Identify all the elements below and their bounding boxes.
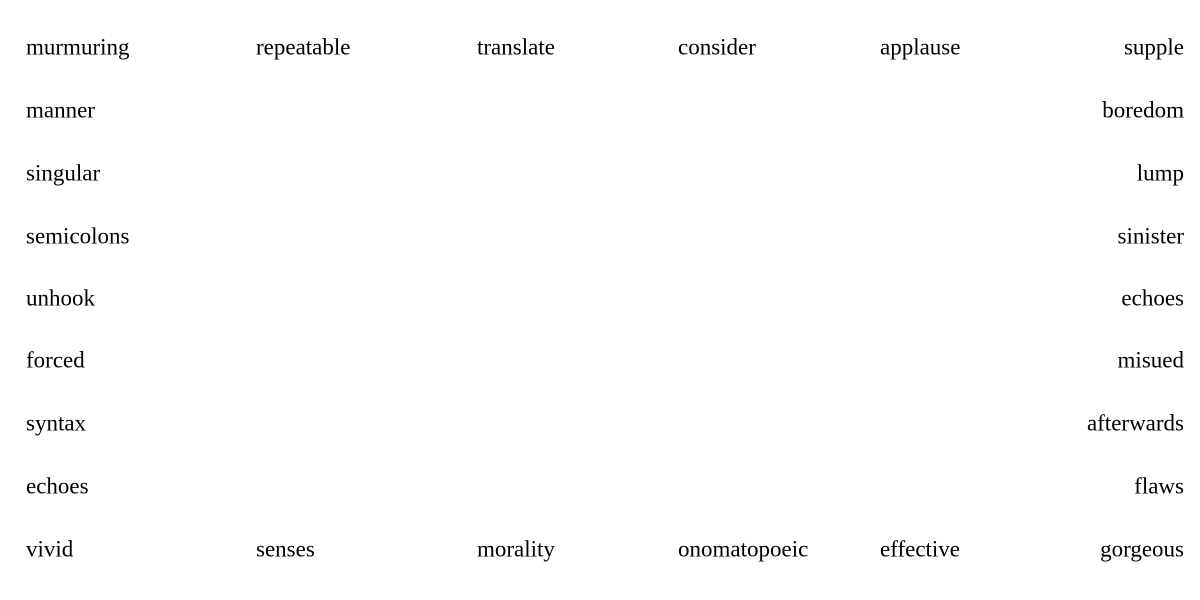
right-column-word-3: sinister bbox=[1117, 223, 1184, 249]
right-column-word-5: misued bbox=[1117, 347, 1184, 373]
bottom-row-word-6: gorgeous bbox=[1100, 536, 1184, 562]
top-row-word-3: translate bbox=[477, 34, 555, 60]
bottom-row-word-3: morality bbox=[477, 536, 555, 562]
bottom-row-word-2: senses bbox=[256, 536, 315, 562]
left-column-word-3: semicolons bbox=[26, 223, 130, 249]
left-column-word-5: forced bbox=[26, 347, 85, 373]
left-column-word-1: manner bbox=[26, 97, 95, 123]
bottom-row-word-5: effective bbox=[880, 536, 961, 562]
top-row-word-5: applause bbox=[880, 34, 961, 60]
left-column-word-7: echoes bbox=[26, 473, 89, 499]
top-row-word-2: repeatable bbox=[256, 34, 351, 60]
top-row-word-4: consider bbox=[678, 34, 756, 60]
right-column-word-2: lump bbox=[1136, 160, 1184, 186]
top-row-word-1: murmuring bbox=[26, 34, 130, 60]
top-row-word-6: supple bbox=[1123, 34, 1184, 60]
right-column-word-6: afterwards bbox=[1086, 410, 1184, 436]
left-column-word-2: singular bbox=[26, 160, 101, 186]
left-column-word-6: syntax bbox=[26, 410, 87, 436]
right-column-word-7: flaws bbox=[1134, 473, 1184, 499]
bottom-row-word-1: vivid bbox=[26, 536, 74, 562]
right-column-word-4: echoes bbox=[1121, 285, 1184, 311]
right-column-word-1: boredom bbox=[1102, 97, 1184, 123]
bottom-row-word-4: onomatopoeic bbox=[678, 536, 809, 562]
left-column-word-4: unhook bbox=[26, 285, 95, 311]
